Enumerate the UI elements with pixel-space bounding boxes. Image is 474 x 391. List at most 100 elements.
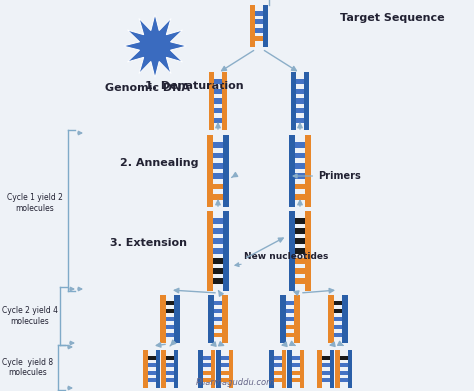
Bar	[255, 11, 263, 16]
Bar	[286, 301, 294, 305]
Text: Cycle 1 yield 2
molecules: Cycle 1 yield 2 molecules	[7, 193, 63, 213]
Bar	[334, 317, 342, 321]
Bar	[322, 378, 330, 382]
Bar	[274, 378, 282, 382]
Bar	[295, 153, 305, 158]
Bar	[255, 28, 263, 32]
Bar	[295, 278, 305, 284]
Bar	[213, 184, 223, 189]
Bar	[295, 238, 305, 244]
Bar	[223, 135, 229, 207]
Bar	[263, 5, 268, 47]
Bar	[213, 278, 223, 284]
Bar	[300, 350, 304, 388]
Bar	[229, 350, 234, 388]
Bar	[296, 79, 304, 84]
Bar	[214, 333, 222, 337]
Bar	[282, 350, 286, 388]
Bar	[160, 295, 165, 343]
Bar	[286, 325, 294, 329]
Text: 2. Annealing: 2. Annealing	[120, 158, 199, 168]
Bar	[165, 317, 174, 321]
Bar	[221, 355, 229, 360]
Text: Target Sequence: Target Sequence	[340, 13, 445, 23]
Bar	[213, 142, 223, 148]
Bar	[221, 371, 229, 375]
Bar	[222, 295, 228, 343]
Bar	[286, 333, 294, 337]
Bar	[292, 355, 300, 360]
Text: Genomic DNA: Genomic DNA	[106, 83, 191, 93]
Bar	[221, 378, 229, 382]
Bar	[296, 99, 304, 104]
Bar	[295, 184, 305, 189]
Bar	[223, 211, 229, 291]
Bar	[322, 363, 330, 367]
Bar	[250, 5, 255, 47]
Bar	[214, 99, 222, 104]
Bar	[203, 363, 211, 367]
Bar	[213, 238, 223, 244]
Bar	[295, 142, 305, 148]
Bar	[294, 295, 300, 343]
Text: Primers: Primers	[293, 171, 361, 181]
Bar	[295, 248, 305, 254]
Text: 3. Extension: 3. Extension	[110, 238, 187, 248]
Bar	[270, 350, 274, 388]
Bar	[213, 258, 223, 264]
Bar	[274, 355, 282, 360]
Bar	[213, 173, 223, 179]
Bar	[291, 72, 296, 130]
Bar	[255, 36, 263, 41]
Bar	[148, 371, 156, 375]
Bar	[342, 295, 348, 343]
Bar	[292, 363, 300, 367]
Bar	[340, 371, 348, 375]
Bar	[199, 350, 203, 388]
Bar	[213, 218, 223, 224]
Bar	[214, 108, 222, 113]
Bar	[286, 309, 294, 313]
Bar	[203, 378, 211, 382]
Bar	[289, 135, 295, 207]
Text: 1. Denaturation: 1. Denaturation	[145, 81, 244, 91]
Bar	[213, 153, 223, 158]
Polygon shape	[123, 14, 187, 78]
Bar	[334, 333, 342, 337]
Bar	[165, 309, 174, 313]
Bar	[214, 89, 222, 94]
Bar	[148, 363, 156, 367]
Bar	[288, 350, 292, 388]
Bar	[174, 295, 180, 343]
Bar	[211, 350, 216, 388]
Bar	[274, 371, 282, 375]
Bar	[166, 363, 174, 367]
Bar	[322, 371, 330, 375]
Bar	[174, 350, 179, 388]
Bar	[328, 295, 334, 343]
Bar	[295, 194, 305, 199]
Text: Cycle  yield 8
molecules: Cycle yield 8 molecules	[2, 358, 54, 377]
Bar	[305, 135, 311, 207]
Bar	[214, 79, 222, 84]
Bar	[295, 218, 305, 224]
Text: Pharmaguddu.com: Pharmaguddu.com	[195, 378, 274, 387]
Bar	[207, 211, 213, 291]
Bar	[208, 295, 214, 343]
Bar	[221, 363, 229, 367]
Bar	[213, 268, 223, 274]
Bar	[156, 350, 161, 388]
Bar	[209, 72, 214, 130]
Bar	[304, 72, 309, 130]
Bar	[148, 355, 156, 360]
Bar	[289, 211, 295, 291]
Bar	[213, 163, 223, 169]
Bar	[305, 211, 311, 291]
Text: New nucleotides: New nucleotides	[235, 252, 328, 267]
Bar	[340, 363, 348, 367]
Bar	[295, 163, 305, 169]
Bar	[166, 371, 174, 375]
Bar	[318, 350, 322, 388]
Bar	[274, 363, 282, 367]
Bar	[166, 378, 174, 382]
